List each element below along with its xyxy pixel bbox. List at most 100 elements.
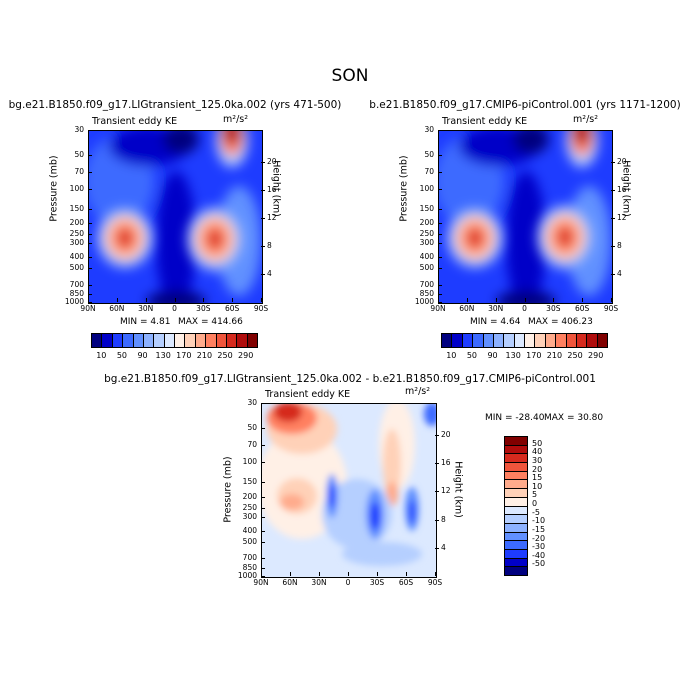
y-tick-label: 50 (74, 150, 84, 160)
colorbar-swatch (462, 334, 474, 347)
colorbar-label: 130 (505, 351, 521, 360)
y-tick-mark (261, 403, 265, 404)
height-tick-mark (435, 491, 439, 493)
y-tick-mark (261, 558, 265, 560)
y-tick-mark (261, 576, 265, 577)
height-tick-mark (261, 189, 265, 191)
colorbar-swatch (505, 463, 527, 472)
y-tick-label: 1000 (237, 571, 257, 580)
colorbar-swatch (505, 523, 527, 533)
y-tick-label: 400 (242, 525, 257, 535)
y-tick-label: 700 (242, 553, 257, 563)
y-tick-mark (88, 302, 92, 303)
colorbar-swatch (92, 334, 103, 347)
y-tick-mark (88, 294, 92, 296)
x-tick-mark (290, 572, 291, 576)
y-tick-label: 400 (69, 252, 84, 262)
colorbar-label: -5 (532, 507, 540, 517)
height-tick-label: 8 (267, 240, 272, 250)
height-tick-mark (261, 217, 265, 219)
colorbar-swatch (483, 334, 494, 347)
y-tick-mark (261, 444, 265, 446)
y-tick-mark (438, 234, 442, 235)
panel3-plot-area (261, 403, 437, 578)
colorbar-label: 90 (487, 351, 498, 360)
y-tick-label: 300 (69, 237, 84, 247)
x-tick-mark (582, 298, 584, 302)
colorbar-label: 290 (238, 351, 254, 360)
height-tick-mark (611, 189, 615, 191)
colorbar-swatch (597, 334, 607, 347)
y-tick-label: 70 (247, 439, 257, 449)
height-tick-label: 20 (267, 156, 277, 166)
height-tick-mark (261, 161, 265, 163)
colorbar-swatch (566, 334, 577, 347)
colorbar-swatch (545, 334, 557, 347)
x-tick-label: 90N (253, 578, 269, 587)
panel3-height-axis-label: Height (km) (452, 461, 464, 518)
panel1-max-label: MAX = 414.66 (178, 317, 243, 327)
colorbar-swatch (505, 437, 527, 446)
x-tick-mark (88, 298, 89, 302)
panel2-min-label: MIN = 4.64 (470, 317, 521, 327)
y-tick-mark (261, 516, 265, 518)
height-tick-mark (435, 547, 439, 549)
y-tick-mark (438, 189, 442, 191)
colorbar-swatch (442, 334, 453, 347)
y-tick-mark (88, 130, 92, 131)
y-tick-mark (438, 268, 442, 269)
height-tick-label: 12 (617, 212, 627, 222)
x-tick-mark (261, 298, 262, 302)
panel2-title: b.e21.B1850.f09_g17.CMIP6-piControl.001 … (369, 99, 681, 111)
y-tick-label: 250 (419, 229, 434, 238)
panel1-contour-field (89, 131, 262, 303)
y-tick-mark (88, 208, 92, 210)
y-tick-label: 700 (69, 279, 84, 289)
x-tick-mark (611, 298, 612, 302)
y-tick-label: 200 (242, 491, 257, 501)
height-tick-label: 12 (441, 486, 451, 496)
y-tick-mark (438, 257, 442, 259)
x-tick-mark (203, 298, 205, 302)
panel1-colorbar (91, 333, 258, 348)
height-tick-mark (261, 273, 265, 275)
y-tick-label: 500 (69, 263, 84, 272)
x-tick-label: 60N (109, 304, 125, 313)
panel2-colorbar (441, 333, 608, 348)
panel2-max-label: MAX = 406.23 (528, 317, 593, 327)
height-tick-label: 20 (441, 430, 451, 440)
x-tick-mark (145, 298, 147, 302)
colorbar-label: 10 (96, 351, 107, 360)
colorbar-label: -20 (532, 533, 546, 543)
x-tick-mark (174, 298, 176, 302)
x-tick-label: 0 (522, 304, 527, 313)
colorbar-label: 250 (567, 351, 583, 360)
colorbar-label: 130 (155, 351, 171, 360)
colorbar-swatch (505, 558, 527, 568)
x-tick-label: 90S (253, 304, 269, 313)
height-tick-mark (611, 217, 615, 219)
y-tick-mark (438, 130, 442, 131)
height-tick-label: 16 (617, 184, 627, 194)
height-tick-mark (611, 245, 615, 247)
y-tick-mark (438, 223, 442, 225)
x-tick-mark (116, 298, 118, 302)
x-tick-mark (466, 298, 468, 302)
y-tick-label: 100 (419, 184, 434, 194)
colorbar-label: 170 (526, 351, 542, 360)
colorbar-swatch (473, 334, 484, 347)
colorbar-swatch (452, 334, 463, 347)
colorbar-swatch (504, 334, 515, 347)
y-tick-mark (261, 541, 265, 543)
height-tick-mark (435, 435, 439, 437)
height-tick-mark (435, 463, 439, 465)
y-tick-mark (261, 530, 265, 532)
y-tick-mark (88, 223, 92, 225)
y-tick-label: 850 (419, 289, 434, 299)
colorbar-swatch (505, 506, 527, 516)
colorbar-label: -50 (532, 559, 546, 569)
colorbar-swatch (587, 334, 598, 347)
y-tick-mark (261, 482, 265, 484)
x-tick-label: 30S (369, 578, 385, 587)
colorbar-swatch (164, 334, 175, 347)
